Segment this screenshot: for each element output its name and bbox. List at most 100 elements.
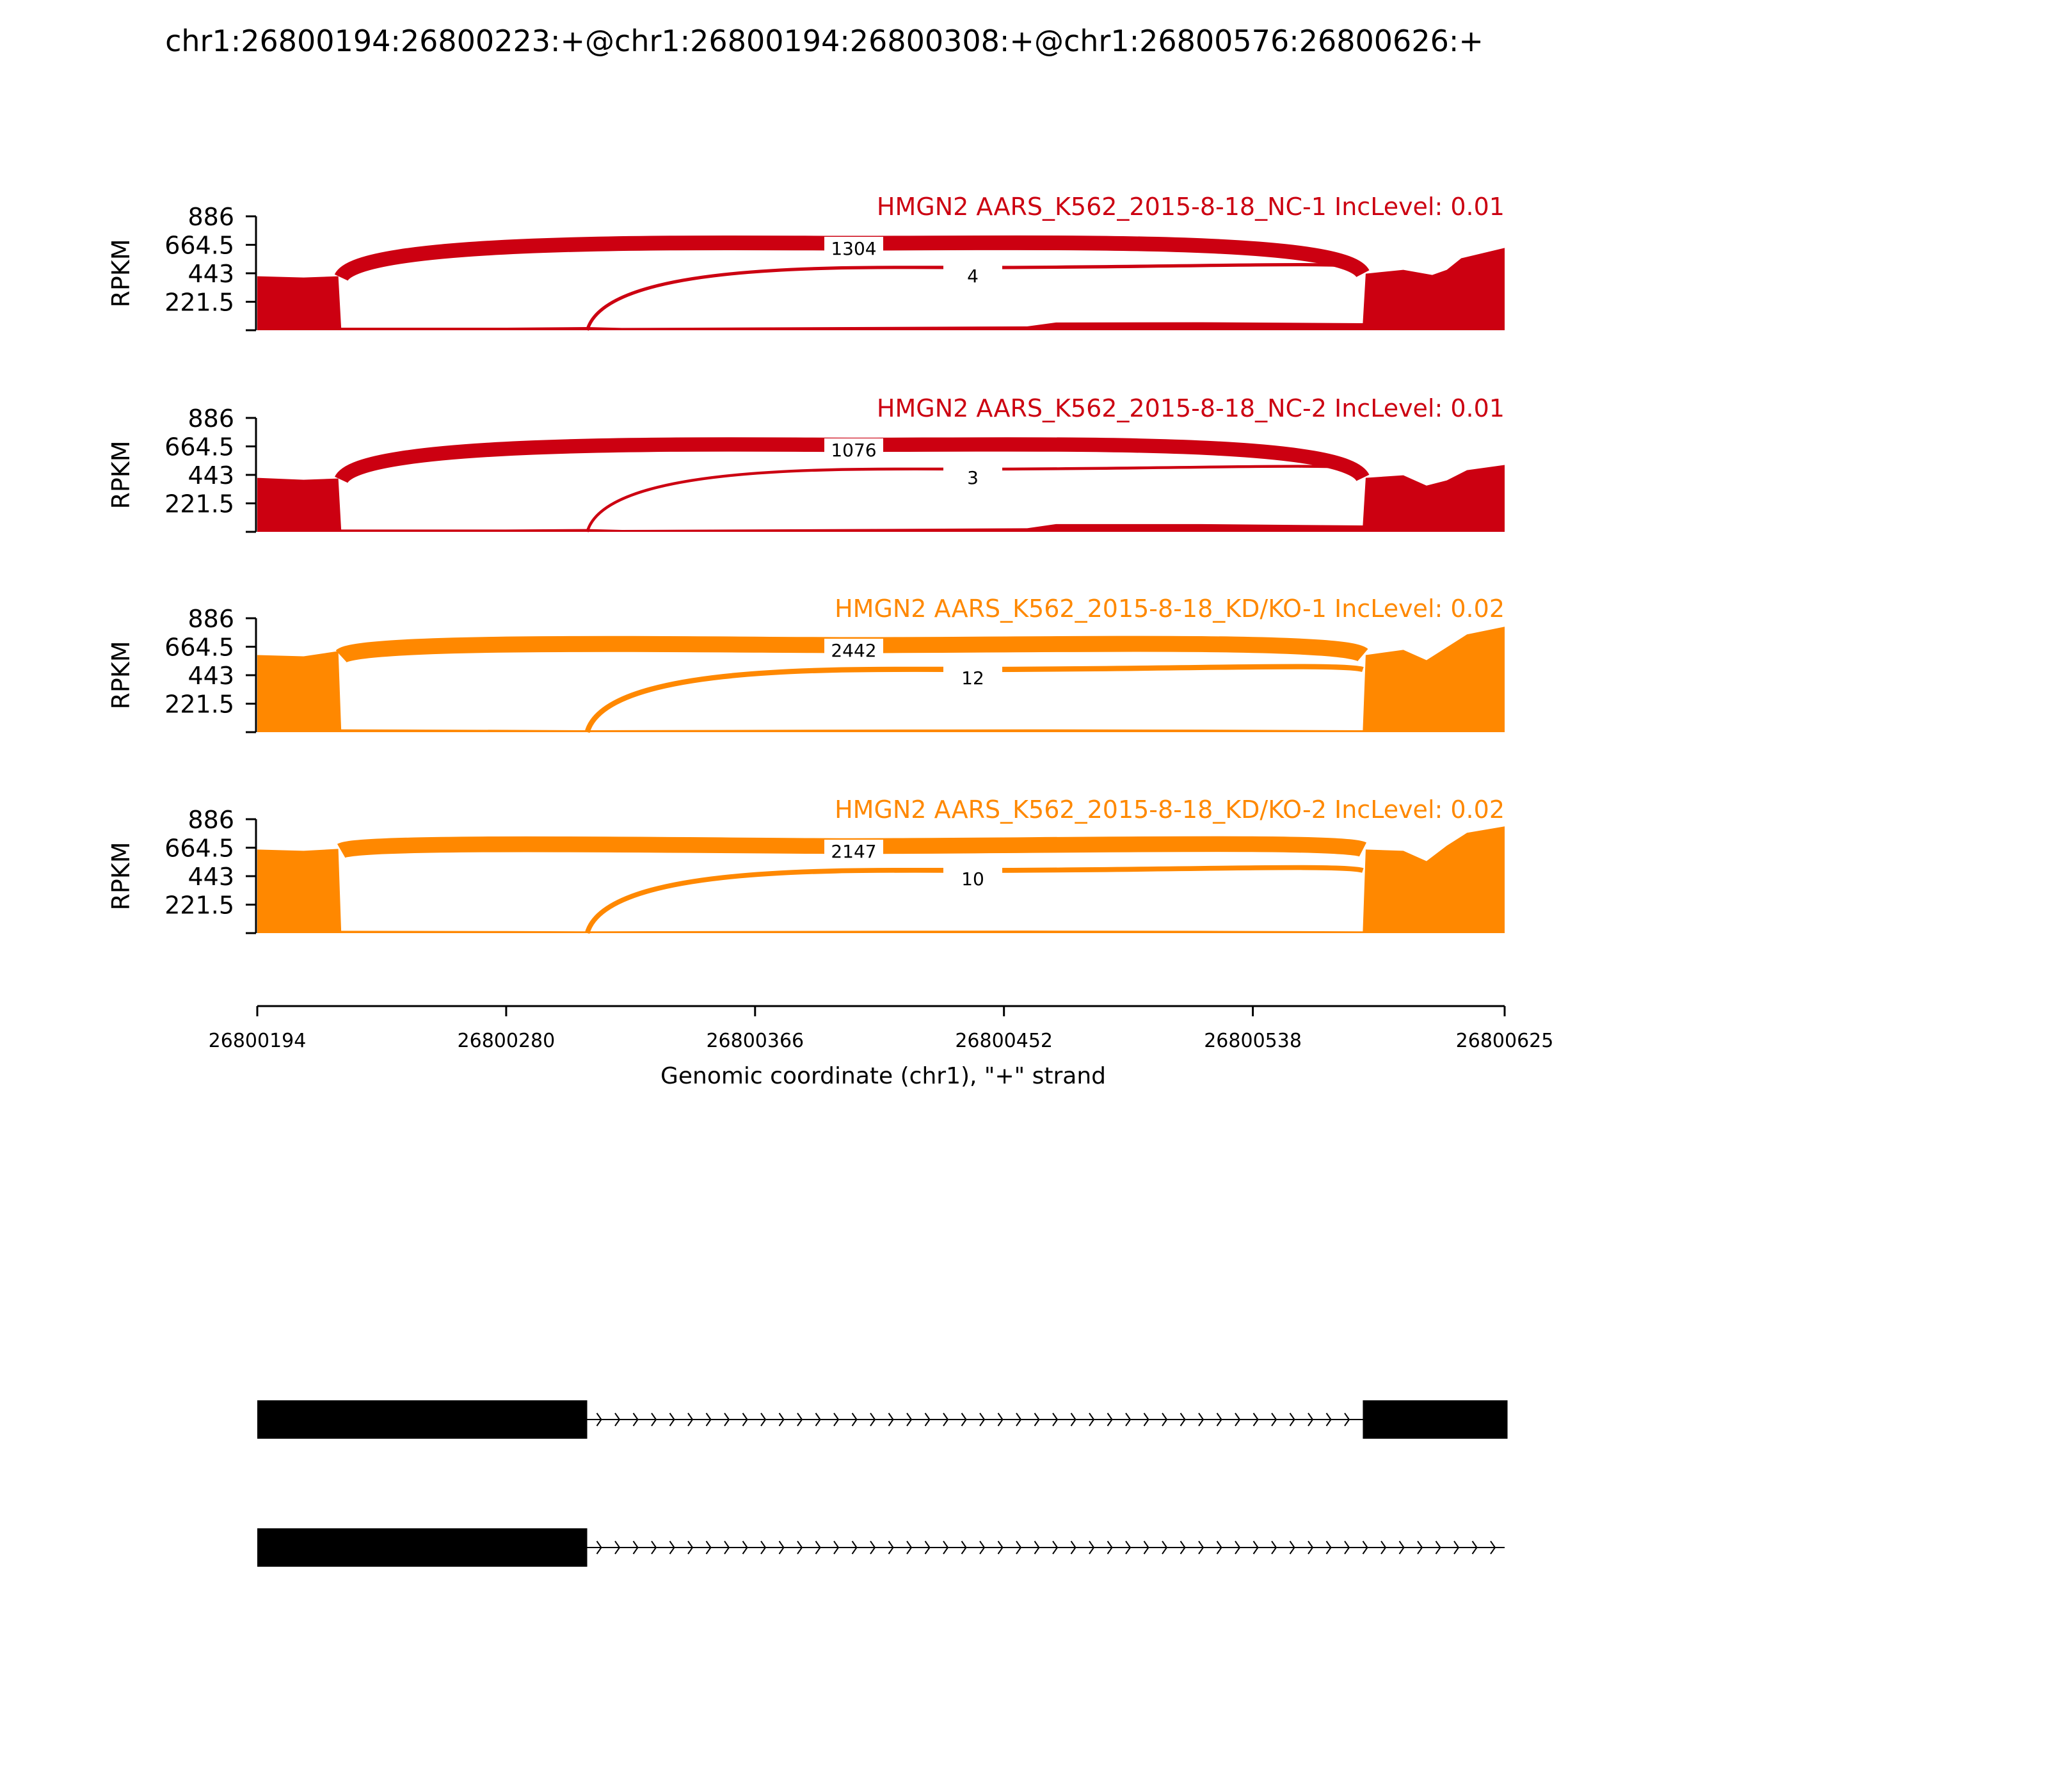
strand-arrow [778,1540,785,1555]
junction-label: 2147 [831,841,876,862]
x-tick-label: 26800280 [458,1030,556,1052]
strand-arrow [1052,1540,1059,1555]
strand-arrow [1216,1412,1222,1427]
junction-label: 4 [967,266,979,287]
strand-arrow [1435,1540,1441,1555]
panel-title: HMGN2 AARS_K562_2015-8-18_NC-2 IncLevel:… [877,394,1505,422]
strand-arrow [1235,1540,1241,1555]
junction-label-box [943,466,1002,488]
strand-arrow [1362,1540,1368,1555]
strand-arrow [979,1412,986,1427]
strand-arrow [1198,1412,1204,1427]
strand-arrow [705,1412,712,1427]
x-tick-label: 26800452 [955,1030,1053,1052]
strand-arrow [669,1540,675,1555]
panel-title: HMGN2 AARS_K562_2015-8-18_KD/KO-1 IncLev… [835,595,1505,623]
strand-arrow [870,1540,876,1555]
y-tick-label: 221.5 [164,691,234,719]
strand-arrow [1308,1412,1314,1427]
exon-block [1363,1400,1508,1439]
x-tick-label: 26800194 [209,1030,307,1052]
strand-arrow [760,1412,767,1427]
strand-arrow [924,1412,931,1427]
junction-label-box [824,639,883,660]
strand-arrow [1252,1540,1259,1555]
strand-arrow [669,1412,675,1427]
strand-arrow [906,1412,913,1427]
strand-arrow [851,1412,858,1427]
junction-label: 1076 [831,440,876,461]
strand-arrow [888,1540,894,1555]
strand-arrow [632,1412,639,1427]
strand-arrow [1070,1412,1076,1427]
strand-arrow [1089,1540,1095,1555]
strand-arrow [833,1412,840,1427]
strand-arrow [815,1412,821,1427]
strand-arrow [687,1540,694,1555]
strand-arrow [924,1540,931,1555]
strand-arrow [1034,1540,1040,1555]
strand-arrow [760,1540,767,1555]
strand-arrow [1143,1412,1149,1427]
y-axis-label: RPKM [107,641,135,709]
junction-label-box [824,840,883,861]
transcript [257,1528,1505,1567]
strand-arrow [851,1540,858,1555]
strand-arrow [1125,1540,1132,1555]
strand-arrow [997,1540,1004,1555]
strand-arrow [1471,1540,1478,1555]
strand-arrow [1271,1412,1277,1427]
strand-arrow [1162,1412,1168,1427]
strand-arrow [1162,1540,1168,1555]
strand-arrow [596,1412,602,1427]
strand-arrow [797,1540,803,1555]
strand-arrow [1016,1412,1022,1427]
strand-arrow [632,1540,639,1555]
strand-arrow [1125,1412,1132,1427]
strand-arrow [943,1412,949,1427]
strand-arrow [1289,1412,1295,1427]
junction-label: 2442 [831,640,876,661]
strand-arrow [797,1412,803,1427]
y-tick-label: 886 [188,203,234,231]
strand-arrow [651,1412,657,1427]
strand-arrow [596,1540,602,1555]
strand-arrow [1089,1412,1095,1427]
y-tick-label: 443 [188,260,234,288]
junction-label-box [943,666,1002,688]
strand-arrow [1344,1540,1350,1555]
strand-arrow [1070,1540,1076,1555]
strand-arrow [906,1540,913,1555]
junction-label: 10 [961,868,984,890]
transcript [257,1400,1508,1439]
strand-arrow [1490,1540,1496,1555]
strand-arrow [778,1412,785,1427]
coverage-area [257,465,1505,532]
junction-label: 1304 [831,238,876,259]
strand-arrow [1380,1540,1387,1555]
junction-label-box [943,264,1002,286]
strand-arrow [997,1412,1004,1427]
strand-arrow [1344,1412,1350,1427]
strand-arrow [1107,1540,1113,1555]
x-tick-label: 26800625 [1456,1030,1554,1052]
exon-block [257,1400,588,1439]
strand-arrow [724,1540,730,1555]
strand-arrow [1325,1412,1332,1427]
strand-arrow [614,1412,621,1427]
strand-arrow [815,1540,821,1555]
x-axis-label: Genomic coordinate (chr1), "+" strand [660,1063,1106,1089]
strand-arrow [614,1540,621,1555]
y-tick-label: 443 [188,863,234,891]
strand-arrow [1271,1540,1277,1555]
y-axis-label: RPKM [107,239,135,307]
strand-arrow [1417,1540,1423,1555]
strand-arrow [1398,1540,1405,1555]
y-tick-label: 886 [188,605,234,633]
panel-title: HMGN2 AARS_K562_2015-8-18_NC-1 IncLevel:… [877,193,1505,221]
strand-arrow [1180,1540,1186,1555]
strand-arrow [961,1412,967,1427]
